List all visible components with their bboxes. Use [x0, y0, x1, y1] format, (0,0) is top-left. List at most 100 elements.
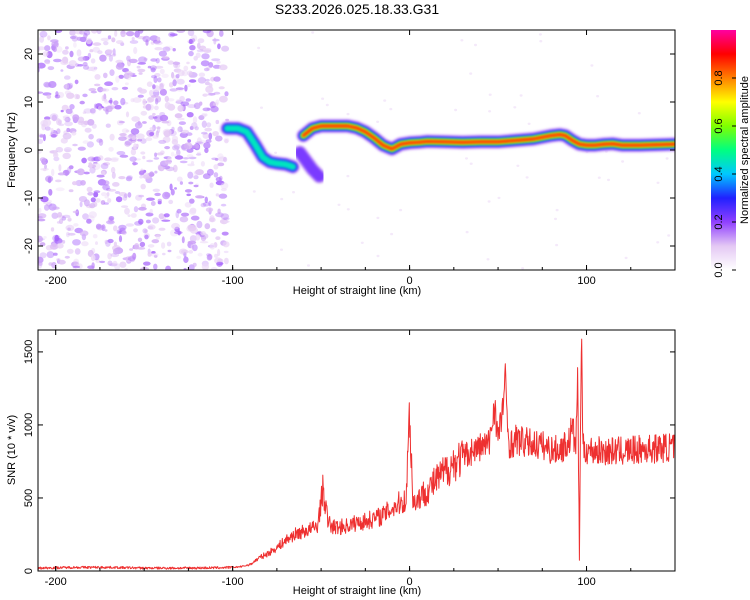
noise-speck	[118, 192, 127, 197]
noise-speck	[163, 213, 170, 218]
noise-speck	[99, 260, 106, 264]
noise-speck	[189, 235, 197, 242]
noise-speck	[56, 221, 61, 224]
noise-speck	[64, 116, 71, 123]
noise-speck	[170, 151, 175, 157]
noise-speck	[42, 119, 52, 127]
snr-xlabel: Height of straight line (km)	[293, 585, 421, 597]
noise-speck	[43, 81, 51, 88]
noise-speck	[189, 198, 195, 204]
noise-speck	[360, 241, 364, 244]
noise-speck	[176, 30, 186, 33]
noise-speck	[104, 195, 109, 199]
noise-speck	[60, 69, 64, 72]
noise-speck	[144, 234, 149, 240]
noise-speck	[193, 170, 202, 176]
noise-speck	[139, 175, 144, 179]
noise-speck	[126, 55, 131, 62]
noise-speck	[124, 70, 133, 78]
noise-speck	[179, 181, 183, 185]
noise-speck	[65, 170, 69, 177]
noise-speck	[56, 242, 64, 249]
noise-speck	[177, 105, 184, 112]
noise-speck	[118, 74, 124, 79]
noise-speck	[152, 112, 156, 116]
noise-speck	[188, 181, 194, 185]
noise-speck	[597, 176, 601, 179]
noise-speck	[136, 65, 141, 69]
noise-speck	[202, 202, 210, 207]
noise-speck	[221, 231, 229, 236]
noise-speck	[203, 49, 212, 53]
noise-speck	[96, 174, 105, 178]
noise-speck	[40, 196, 49, 203]
noise-speck	[199, 101, 203, 106]
noise-speck	[72, 143, 78, 147]
noise-speck	[206, 107, 211, 111]
noise-speck	[128, 58, 138, 64]
noise-speck	[113, 225, 118, 232]
noise-speck	[175, 210, 180, 219]
noise-speck	[186, 112, 194, 118]
noise-speck	[224, 257, 229, 265]
noise-speck	[215, 135, 223, 142]
noise-speck	[174, 155, 184, 160]
noise-speck	[667, 234, 671, 237]
noise-speck	[208, 132, 213, 140]
noise-speck	[621, 160, 625, 163]
noise-speck	[186, 132, 193, 136]
snr-x-ticks: -200 -100 0 100	[45, 330, 676, 588]
noise-speck	[84, 127, 92, 133]
noise-speck	[90, 254, 96, 262]
noise-speck	[656, 181, 660, 184]
noise-speck	[118, 176, 126, 180]
noise-speck	[193, 175, 199, 180]
noise-speck	[389, 107, 393, 111]
noise-speck	[67, 166, 72, 174]
noise-speck	[198, 72, 206, 78]
x-tick-label: 100	[577, 576, 595, 588]
noise-speck	[187, 171, 194, 179]
noise-speck	[607, 178, 610, 182]
noise-speck	[63, 147, 72, 153]
noise-speck	[198, 115, 205, 121]
noise-speck	[149, 127, 155, 131]
noise-speck	[81, 241, 89, 247]
noise-speck	[190, 65, 197, 70]
noise-speck	[98, 155, 104, 161]
noise-speck	[177, 126, 183, 133]
noise-speck	[82, 111, 87, 114]
noise-speck	[103, 93, 107, 101]
noise-speck	[67, 232, 76, 236]
noise-speck	[57, 212, 63, 218]
noise-speck	[74, 248, 81, 255]
noise-speck	[195, 52, 201, 59]
noise-speck	[132, 162, 138, 166]
colorbar-ticks: 0.0 0.2 0.4 0.6 0.8	[713, 70, 736, 278]
noise-speck	[89, 108, 96, 114]
noise-speck	[86, 66, 96, 71]
noise-speck	[147, 244, 155, 248]
noise-speck	[186, 61, 190, 65]
noise-speck	[38, 213, 47, 219]
noise-speck	[152, 116, 158, 119]
noise-speck	[77, 146, 86, 151]
noise-speck	[64, 149, 71, 153]
noise-speck	[202, 30, 212, 34]
noise-speck	[53, 150, 58, 156]
noise-speck	[137, 120, 141, 126]
noise-speck	[50, 134, 57, 138]
ridge-segment-0-band	[224, 125, 297, 171]
noise-speck	[145, 103, 152, 111]
noise-speck	[46, 94, 52, 99]
noise-speck	[274, 151, 278, 154]
noise-speck	[67, 218, 72, 222]
y-tick-label: 500	[23, 489, 35, 507]
noise-speck	[133, 46, 138, 55]
noise-speck	[200, 161, 205, 167]
noise-speck	[103, 72, 108, 79]
noise-speck	[219, 30, 224, 37]
noise-speck	[164, 95, 169, 103]
noise-speck	[220, 182, 229, 190]
noise-speck	[95, 198, 101, 203]
